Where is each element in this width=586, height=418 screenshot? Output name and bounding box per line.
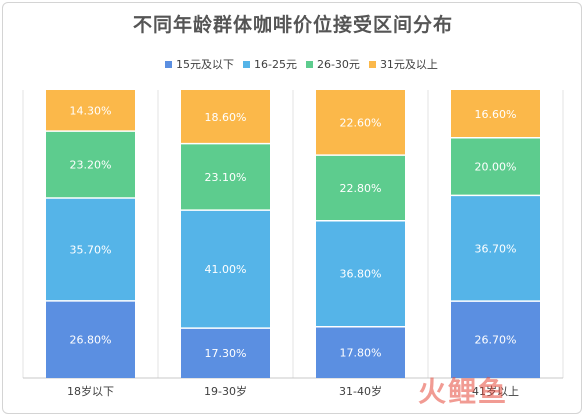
legend-label: 31元及以上 [379, 58, 438, 71]
data-label: 20.00% [475, 161, 517, 174]
legend-item-15-and-below: 15元及以下 [165, 56, 234, 72]
bar-segment [316, 326, 405, 378]
bar-segment [181, 210, 270, 329]
data-label: 36.80% [340, 268, 382, 281]
data-label: 23.20% [70, 159, 112, 172]
watermark-logo: 火鲤鱼 [418, 375, 509, 408]
bar-segment [451, 195, 540, 302]
bar-segment [451, 301, 540, 378]
chart-title: 不同年龄群体咖啡价位接受区间分布 [132, 14, 453, 36]
bar-segment [181, 143, 270, 211]
bar-segment [451, 90, 540, 138]
x-tick-label: 19-30岁 [204, 384, 247, 398]
bar-segment [316, 155, 405, 221]
bar-segment [451, 137, 540, 196]
bar-segment [181, 328, 270, 378]
legend-label: 15元及以下 [176, 58, 234, 71]
bar-segment [181, 90, 270, 144]
legend-swatch [243, 60, 250, 68]
bar-segment [46, 90, 135, 132]
x-tick-label: 41岁以上 [472, 384, 519, 398]
legend-item-31-and-above: 31元及以上 [368, 56, 438, 72]
data-label: 17.80% [340, 346, 382, 359]
legend-swatch [368, 60, 376, 68]
bar-segment [46, 300, 135, 378]
data-label: 18.60% [205, 111, 247, 124]
data-label: 35.70% [70, 243, 112, 256]
data-label: 16.60% [475, 108, 517, 121]
data-label: 14.30% [70, 105, 112, 118]
data-label: 41.00% [205, 263, 247, 276]
bar-segment [316, 220, 405, 327]
data-label: 23.10% [205, 171, 247, 184]
legend-label: 26-30元 [316, 58, 360, 71]
data-label: 17.30% [205, 347, 247, 360]
bar-segment [46, 198, 135, 301]
data-label: 26.80% [70, 333, 112, 346]
legend: 15元及以下 16-25元 26-30元 31元及以上 [165, 56, 438, 72]
x-tick-label: 31-40岁 [339, 384, 382, 398]
bar-segment [316, 90, 405, 156]
x-tick-label: 18岁以下 [67, 384, 114, 398]
bar-segment [46, 131, 135, 198]
legend-item-16-25: 16-25元 [243, 56, 297, 72]
data-label: 22.80% [340, 182, 382, 195]
data-label: 26.70% [475, 334, 517, 347]
data-label: 36.70% [475, 242, 517, 255]
data-label: 22.60% [340, 117, 382, 130]
legend-item-26-30: 26-30元 [305, 56, 360, 72]
legend-swatch [305, 60, 313, 68]
legend-swatch [165, 60, 172, 68]
legend-label: 16-25元 [254, 58, 297, 71]
